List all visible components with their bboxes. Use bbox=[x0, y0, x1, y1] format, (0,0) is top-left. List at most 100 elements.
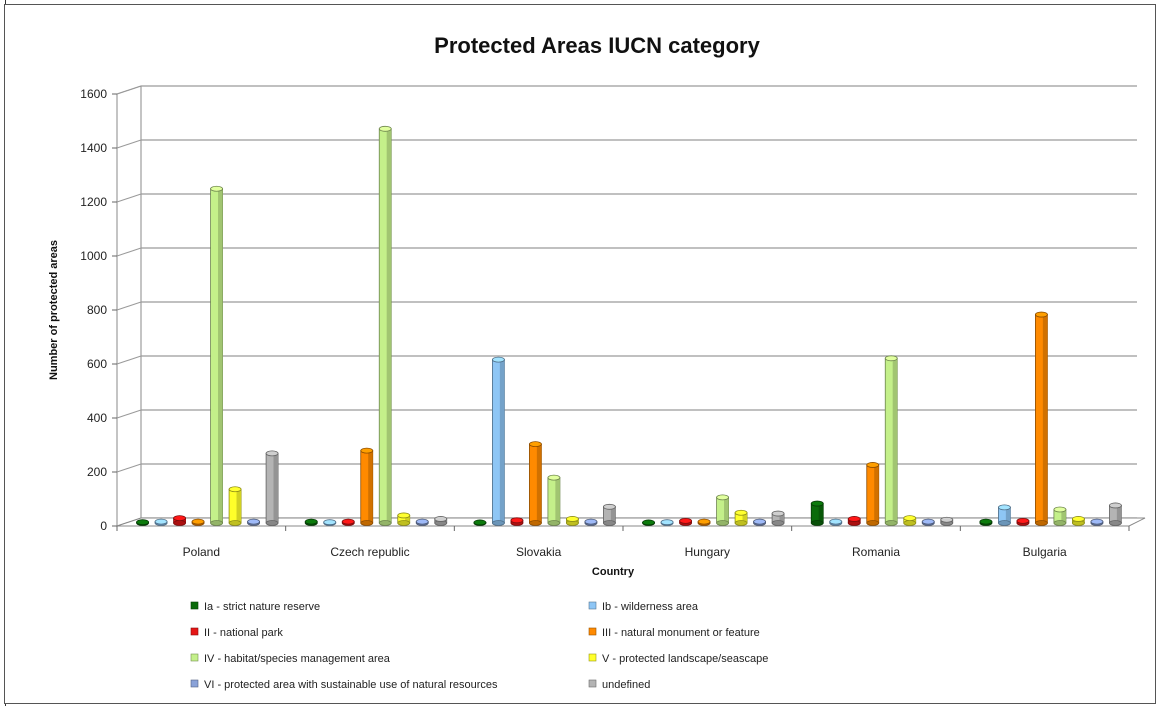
bar bbox=[434, 516, 448, 526]
legend-label: IV - habitat/species management area bbox=[204, 653, 391, 665]
gridline-side bbox=[116, 301, 142, 311]
legend-item: Ia - strict nature reserve bbox=[190, 601, 320, 613]
bar bbox=[771, 510, 785, 526]
bar bbox=[1090, 518, 1104, 526]
bar bbox=[679, 517, 692, 526]
bar bbox=[173, 515, 186, 526]
bar bbox=[191, 518, 205, 526]
bar bbox=[304, 518, 318, 526]
legend-swatch bbox=[588, 601, 597, 610]
legend-item: VI - protected area with sustainable use… bbox=[190, 679, 498, 691]
gridline-side bbox=[116, 355, 142, 365]
bar bbox=[415, 518, 429, 526]
legend-label: VI - protected area with sustainable use… bbox=[204, 679, 498, 691]
bar bbox=[265, 450, 279, 526]
legend-swatch bbox=[190, 679, 199, 688]
bar bbox=[341, 518, 355, 526]
legend-swatch bbox=[588, 679, 597, 688]
bar bbox=[547, 474, 561, 526]
gridline-side bbox=[116, 463, 142, 473]
gridline-side bbox=[116, 193, 142, 203]
gridline-side bbox=[116, 247, 142, 257]
legend-item: Ib - wilderness area bbox=[588, 601, 699, 613]
bar bbox=[360, 447, 374, 526]
y-tick-label: 1600 bbox=[80, 87, 107, 101]
bar bbox=[210, 185, 223, 526]
x-axis-title: Country bbox=[592, 566, 635, 578]
y-tick-label: 800 bbox=[87, 303, 107, 317]
bar bbox=[1016, 517, 1030, 526]
y-tick-label: 200 bbox=[87, 465, 107, 479]
bar bbox=[847, 516, 861, 526]
legend-label: V - protected landscape/seascape bbox=[602, 653, 768, 665]
legend-item: II - national park bbox=[190, 627, 283, 639]
bar bbox=[866, 462, 880, 526]
bar-chart: Protected Areas IUCN category 0 200 400 600… bbox=[48, 33, 1146, 691]
bar bbox=[716, 494, 729, 526]
bar bbox=[228, 486, 242, 526]
y-tick-label: 1000 bbox=[80, 249, 107, 263]
x-tick-label: Slovakia bbox=[516, 545, 562, 559]
y-tick-label: 1200 bbox=[80, 195, 107, 209]
bar bbox=[247, 518, 260, 526]
legend-label: undefined bbox=[602, 679, 650, 691]
gridline-side bbox=[116, 409, 142, 419]
bar bbox=[136, 519, 149, 526]
bar bbox=[510, 517, 524, 526]
bar bbox=[829, 518, 843, 526]
bar bbox=[810, 500, 824, 526]
legend-item: III - natural monument or feature bbox=[588, 627, 760, 639]
bar bbox=[697, 518, 711, 526]
legend-label: Ib - wilderness area bbox=[602, 601, 699, 613]
bar bbox=[753, 518, 766, 526]
bar bbox=[154, 518, 168, 526]
legend-swatch bbox=[190, 653, 199, 662]
bar bbox=[734, 509, 748, 526]
bar bbox=[1035, 311, 1048, 526]
x-tick-label: Romania bbox=[852, 545, 900, 559]
gridline-side bbox=[116, 85, 142, 95]
x-tick-label: Poland bbox=[183, 545, 220, 559]
bar bbox=[998, 504, 1011, 526]
legend-label: III - natural monument or feature bbox=[602, 627, 760, 639]
x-tick-label: Czech republic bbox=[330, 545, 409, 559]
legend-item: IV - habitat/species management area bbox=[190, 653, 391, 665]
legend-label: Ia - strict nature reserve bbox=[204, 601, 320, 613]
bar bbox=[584, 518, 598, 526]
bar bbox=[397, 512, 411, 526]
x-tick-label: Bulgaria bbox=[1023, 545, 1067, 559]
legend-swatch bbox=[190, 627, 199, 636]
bar bbox=[473, 519, 487, 526]
bar bbox=[323, 519, 337, 526]
y-tick-label: 1400 bbox=[80, 141, 107, 155]
chart-frame: Protected Areas IUCN category 0 200 400 600… bbox=[4, 4, 1156, 704]
chart-title: Protected Areas IUCN category bbox=[434, 33, 760, 58]
bar bbox=[378, 125, 392, 526]
legend-item: undefined bbox=[588, 679, 650, 691]
bar bbox=[529, 441, 542, 526]
y-tick-label: 600 bbox=[87, 357, 107, 371]
plot-area: 0 200 400 600 800 1000 1200 1400 1600 Poland Czech… bbox=[80, 85, 1146, 559]
legend-swatch bbox=[190, 601, 199, 610]
x-tick-label: Hungary bbox=[685, 545, 730, 559]
legend: Ia - strict nature reserve Ib - wildernes… bbox=[190, 601, 768, 691]
y-tick-label: 400 bbox=[87, 411, 107, 425]
y-axis-title: Number of protected areas bbox=[48, 240, 60, 380]
bar bbox=[492, 356, 505, 526]
bar bbox=[642, 519, 655, 526]
bar bbox=[903, 515, 917, 526]
bar bbox=[1109, 502, 1122, 526]
bar bbox=[921, 518, 935, 526]
y-tick-label: 0 bbox=[100, 519, 107, 533]
legend-swatch bbox=[588, 627, 597, 636]
gridline-side bbox=[116, 139, 142, 149]
bar bbox=[1053, 506, 1067, 526]
legend-label: II - national park bbox=[204, 627, 283, 639]
bar bbox=[940, 516, 954, 526]
legend-swatch bbox=[588, 653, 597, 662]
bar bbox=[979, 518, 993, 526]
bar bbox=[1072, 516, 1085, 526]
bar bbox=[884, 355, 898, 526]
bar bbox=[566, 516, 579, 526]
bar bbox=[660, 519, 674, 526]
